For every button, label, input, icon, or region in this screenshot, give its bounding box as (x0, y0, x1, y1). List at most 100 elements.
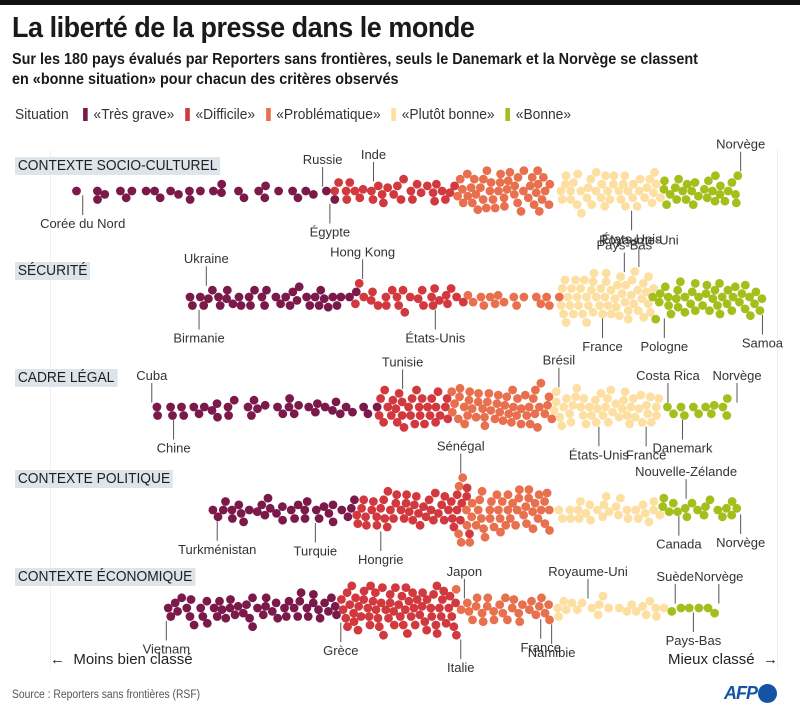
country-dot (174, 190, 183, 199)
country-dot (285, 394, 294, 403)
country-dot (224, 411, 234, 420)
country-dot (746, 311, 755, 321)
country-annotation: Costa Rica (636, 368, 700, 383)
country-dot (400, 307, 410, 317)
country-annotation: Danemark (653, 441, 713, 456)
country-dot (620, 297, 630, 307)
country-dot (503, 505, 513, 515)
country-dot (452, 292, 461, 302)
country-dot (253, 603, 262, 613)
country-dot (209, 603, 219, 613)
country-dot (701, 402, 710, 412)
country-dot (313, 399, 322, 408)
country-dot (733, 171, 743, 181)
country-dot (415, 610, 425, 620)
country-dot (214, 292, 223, 302)
country-dot (267, 607, 277, 616)
country-dot (250, 285, 259, 295)
country-dot (589, 268, 599, 278)
country-dot (503, 615, 512, 625)
country-dot (170, 598, 180, 608)
country-dot (556, 186, 566, 196)
country-dot (482, 166, 492, 176)
country-dot (381, 301, 391, 310)
country-dot (462, 520, 472, 530)
country-dot (567, 284, 576, 293)
country-dot (540, 519, 550, 528)
country-dot (452, 505, 462, 515)
country-dot (364, 612, 374, 621)
country-dot (489, 615, 499, 625)
country-dot (720, 196, 730, 206)
country-dot (343, 622, 352, 632)
country-dot (654, 297, 664, 307)
country-dot (467, 512, 477, 522)
country-dot (467, 498, 477, 508)
country-dot (202, 618, 212, 628)
country-dot (399, 423, 409, 432)
source-note: Source : Reporters sans frontières (RSF) (12, 689, 201, 701)
country-dot (633, 285, 642, 295)
country-dot (385, 590, 395, 599)
country-dot (217, 605, 227, 615)
country-dot (604, 507, 614, 517)
country-dot (455, 174, 465, 184)
country-dot (494, 505, 503, 515)
country-dot (544, 505, 554, 515)
country-dot (507, 417, 516, 427)
country-dot (566, 186, 575, 196)
country-dot (261, 593, 271, 603)
country-dot (437, 500, 447, 510)
country-dot (617, 289, 627, 298)
legend-title: Situation (15, 106, 69, 123)
country-dot (485, 505, 495, 515)
country-dot (608, 407, 618, 417)
country-annotation: Norvège (716, 137, 765, 152)
country-dot (185, 292, 195, 302)
country-dot (182, 603, 192, 613)
country-dot (585, 500, 595, 510)
country-dot (495, 514, 505, 523)
country-dot (586, 174, 596, 184)
country-dot (745, 292, 754, 302)
country-dot (525, 419, 535, 429)
country-dot (655, 289, 665, 298)
country-dot (367, 505, 377, 515)
country-annotation: Chine (157, 441, 191, 456)
country-dot (281, 612, 291, 621)
country-dot (366, 296, 376, 305)
country-dot (678, 186, 688, 196)
legend-swatch (391, 108, 397, 121)
country-dot (632, 201, 642, 211)
country-dot (587, 285, 596, 295)
country-dot (465, 529, 474, 539)
legend-item-plutot-bonne: «Plutôt bonne» (391, 106, 495, 123)
country-annotation: Tunisie (382, 354, 423, 369)
country-dot (458, 184, 467, 194)
country-dot (527, 173, 537, 182)
country-dot (459, 402, 469, 412)
country-dot (559, 309, 568, 319)
country-dot (479, 174, 488, 184)
country-dot (525, 181, 535, 191)
country-dot (565, 505, 575, 515)
country-dot (379, 495, 389, 505)
country-dot (537, 195, 547, 204)
country-dot (406, 186, 416, 196)
country-dot (261, 181, 270, 191)
subtitle-line-2: en «bonne situation» pour chacun des cri… (12, 71, 399, 88)
country-dot (338, 605, 348, 615)
country-dot (227, 505, 237, 515)
country-dot (622, 505, 632, 515)
country-dot (533, 423, 542, 432)
country-dot (627, 275, 637, 285)
country-dot (361, 512, 370, 522)
country-dot (690, 306, 700, 315)
country-dot (519, 186, 528, 196)
country-dot (401, 583, 411, 592)
country-dot (234, 186, 243, 196)
country-dot (674, 174, 683, 184)
country-dot (448, 514, 457, 523)
country-dot (451, 584, 461, 594)
country-dot (389, 514, 398, 523)
